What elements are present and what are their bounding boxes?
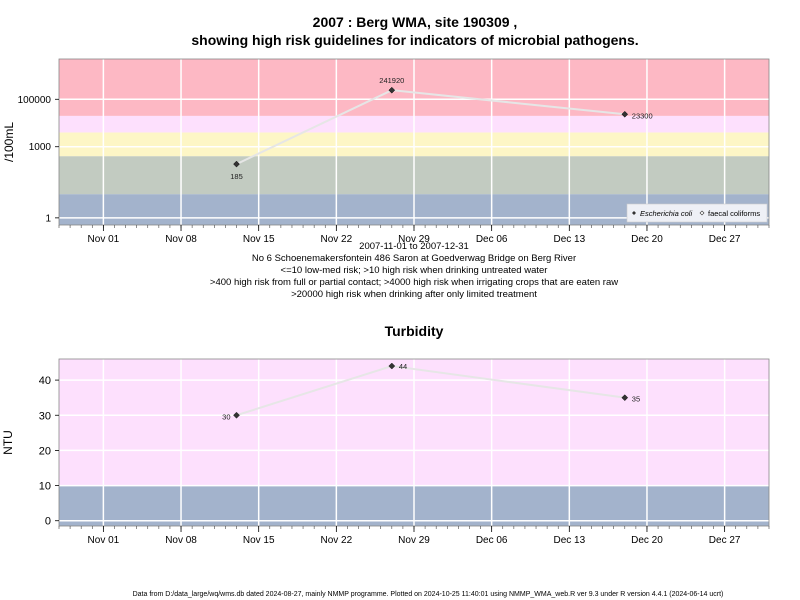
legend-marker-filled bbox=[632, 211, 636, 215]
x-tick-label-0: Nov 01 bbox=[88, 535, 120, 546]
y-axis-label: NTU bbox=[1, 430, 15, 455]
y-tick-label-0: 1 bbox=[45, 213, 51, 224]
y-tick-label-1: 1000 bbox=[29, 142, 52, 153]
turbidity-chart-panel: Nov 01 Nov 08 Nov 15 Nov 22 Nov 29 Dec 06 Dec … bbox=[1, 358, 770, 546]
x-tick-label-5: Dec 06 bbox=[476, 535, 508, 546]
x-tick-label-2: Nov 15 bbox=[243, 234, 275, 245]
footer-note: Data from D:/data_large/wq/wms.db dated … bbox=[133, 591, 724, 598]
x-tick-label-1: Nov 08 bbox=[165, 234, 197, 245]
data-point-1 bbox=[388, 362, 396, 370]
date-range-text: 2007-11-01 to 2007-12-31 bbox=[359, 241, 469, 252]
y-tick-label-2: 100000 bbox=[18, 95, 52, 106]
microbial-chart-panel: Nov 01 Nov 08 Nov 15 Nov 22 Nov 29 Dec 06 Dec … bbox=[2, 58, 770, 245]
y-tick-label-2: 20 bbox=[39, 445, 51, 457]
data-label-2: 23300 bbox=[632, 111, 653, 120]
x-tick-label-5: Dec 06 bbox=[476, 234, 508, 245]
legend-label-faecal: faecal coliforms bbox=[708, 209, 760, 218]
site-description-text: No 6 Schoenemakersfontein 486 Saron at G… bbox=[252, 253, 576, 264]
y-tick-label-4: 40 bbox=[39, 375, 51, 387]
x-tick-label-3: Nov 22 bbox=[321, 234, 353, 245]
x-tick-label-0: Nov 01 bbox=[88, 234, 120, 245]
y-tick-label-1: 10 bbox=[39, 481, 51, 493]
x-tick-label-2: Nov 15 bbox=[243, 535, 275, 546]
data-label-2: 35 bbox=[632, 395, 640, 404]
x-tick-label-7: Dec 20 bbox=[631, 535, 663, 546]
info-block: 2007-11-01 to 2007-12-31 No 6 Schoenemak… bbox=[210, 241, 618, 300]
data-label-1: 44 bbox=[399, 362, 407, 371]
data-label-0: 30 bbox=[222, 412, 230, 421]
y-axis-label: /100mL bbox=[2, 122, 16, 162]
chart-title-line1: 2007 : Berg WMA, site 190309 , bbox=[313, 14, 518, 30]
data-label-0: 185 bbox=[230, 172, 243, 181]
x-tick-label-3: Nov 22 bbox=[321, 535, 353, 546]
legend-label-ecoli: Escherichia coli bbox=[640, 209, 692, 218]
guideline-text-1: <=10 low-med risk; >10 high risk when dr… bbox=[281, 265, 548, 276]
data-point-0 bbox=[233, 160, 240, 168]
x-tick-label-8: Dec 27 bbox=[709, 535, 741, 546]
legend: Escherichia coli faecal coliforms bbox=[626, 203, 768, 223]
x-tick-label-6: Dec 13 bbox=[553, 234, 585, 245]
turbidity-chart-title: Turbidity bbox=[385, 323, 444, 339]
data-point-1 bbox=[388, 86, 396, 94]
data-label-1: 241920 bbox=[379, 76, 404, 85]
x-tick-label-4: Nov 29 bbox=[398, 234, 430, 245]
legend-box bbox=[626, 203, 768, 223]
guideline-text-3: >20000 high risk when drinking after onl… bbox=[291, 289, 537, 300]
x-tick-label-7: Dec 20 bbox=[631, 234, 663, 245]
y-tick-label-0: 0 bbox=[45, 516, 51, 528]
data-point-0 bbox=[233, 411, 240, 419]
chart-title-line2: showing high risk guidelines for indicat… bbox=[191, 32, 638, 48]
x-tick-label-1: Nov 08 bbox=[165, 535, 197, 546]
data-point-2 bbox=[621, 394, 629, 402]
x-tick-label-6: Dec 13 bbox=[553, 535, 585, 546]
y-tick-label-3: 30 bbox=[39, 410, 51, 422]
data-point-2 bbox=[621, 110, 629, 118]
legend-marker-open bbox=[699, 210, 705, 216]
x-tick-label-4: Nov 29 bbox=[398, 535, 430, 546]
guideline-text-2: >400 high risk from full or partial cont… bbox=[210, 277, 618, 288]
x-tick-label-8: Dec 27 bbox=[709, 234, 741, 245]
